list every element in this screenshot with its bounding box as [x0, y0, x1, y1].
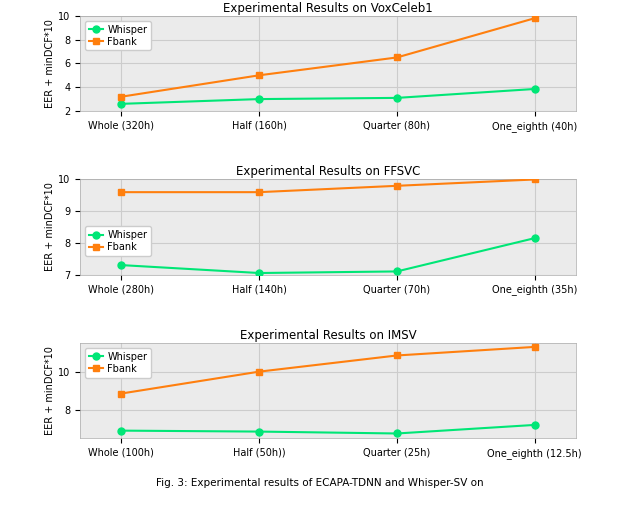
Whisper: [255, 96, 263, 102]
Whisper: [118, 262, 125, 268]
Line: Whisper: Whisper: [118, 86, 538, 107]
Legend: Whisper, Fbank: Whisper, Fbank: [85, 348, 151, 378]
Fbank: [255, 72, 263, 79]
Fbank: [255, 189, 263, 195]
Fbank: [531, 176, 538, 183]
Whisper: [531, 235, 538, 241]
Line: Whisper: Whisper: [118, 421, 538, 437]
Whisper: [531, 422, 538, 428]
Y-axis label: EER + minDCF*10: EER + minDCF*10: [45, 346, 55, 435]
Title: Experimental Results on IMSV: Experimental Results on IMSV: [240, 329, 416, 342]
Whisper: [393, 95, 401, 101]
Fbank: [531, 15, 538, 22]
Legend: Whisper, Fbank: Whisper, Fbank: [85, 227, 151, 256]
Whisper: [255, 270, 263, 276]
Whisper: [118, 428, 125, 434]
Line: Fbank: Fbank: [118, 176, 538, 196]
Line: Fbank: Fbank: [118, 15, 538, 100]
Y-axis label: EER + minDCF*10: EER + minDCF*10: [45, 19, 55, 108]
Fbank: [118, 93, 125, 100]
Title: Experimental Results on FFSVC: Experimental Results on FFSVC: [236, 165, 420, 178]
Y-axis label: EER + minDCF*10: EER + minDCF*10: [45, 183, 55, 271]
Whisper: [531, 86, 538, 92]
Fbank: [393, 352, 401, 359]
Line: Whisper: Whisper: [118, 234, 538, 277]
Line: Fbank: Fbank: [118, 343, 538, 397]
Legend: Whisper, Fbank: Whisper, Fbank: [85, 21, 151, 50]
Fbank: [531, 344, 538, 350]
Whisper: [118, 101, 125, 107]
Fbank: [118, 390, 125, 397]
Fbank: [393, 54, 401, 61]
Whisper: [255, 428, 263, 435]
Text: Fig. 3: Experimental results of ECAPA-TDNN and Whisper-SV on: Fig. 3: Experimental results of ECAPA-TD…: [156, 478, 484, 488]
Whisper: [393, 268, 401, 275]
Title: Experimental Results on VoxCeleb1: Experimental Results on VoxCeleb1: [223, 2, 433, 15]
Fbank: [255, 369, 263, 375]
Fbank: [393, 183, 401, 189]
Fbank: [118, 189, 125, 195]
Whisper: [393, 430, 401, 437]
